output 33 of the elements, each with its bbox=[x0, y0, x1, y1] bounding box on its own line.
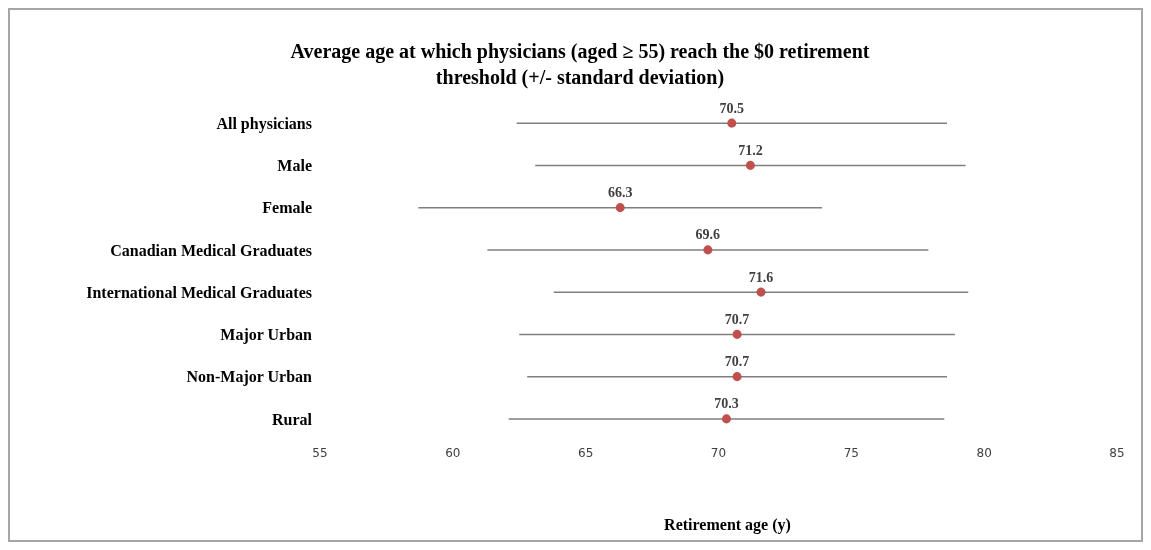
x-tick-label: 55 bbox=[312, 445, 328, 460]
point bbox=[703, 245, 713, 255]
y-tick-label: International Medical Graduates bbox=[86, 283, 312, 301]
x-axis-title: Retirement age (y) bbox=[663, 516, 792, 534]
y-tick-label: Non-Major Urban bbox=[186, 368, 313, 387]
data-label: 70.3 bbox=[714, 396, 739, 412]
y-tick-label: Male bbox=[277, 157, 312, 175]
x-tick-label: 75 bbox=[843, 445, 859, 460]
x-tick-label: 70 bbox=[710, 445, 727, 460]
x-tick-label: 85 bbox=[1109, 445, 1125, 460]
point bbox=[756, 287, 766, 297]
data-label: 66.3 bbox=[607, 185, 633, 201]
point bbox=[732, 329, 742, 339]
data-label: 70.5 bbox=[719, 100, 745, 116]
data-label: 69.6 bbox=[695, 227, 721, 243]
data-label: 70.7 bbox=[724, 354, 750, 370]
data-label: 70.7 bbox=[724, 311, 750, 327]
point bbox=[727, 118, 737, 128]
y-tick-label: Rural bbox=[272, 410, 313, 428]
chart-title: Average age at which physicians (aged ≥ 55) reach the $0 retirement threshold (+/- standard deviation) bbox=[289, 39, 871, 90]
x-tick-label: 65 bbox=[578, 445, 594, 460]
x-tick-label: 80 bbox=[976, 445, 992, 460]
data-label: 71.2 bbox=[738, 142, 763, 158]
point bbox=[745, 160, 755, 170]
data-label: 71.6 bbox=[748, 269, 774, 285]
y-tick-label: Canadian Medical Graduates bbox=[110, 241, 312, 259]
y-tick-label: All physicians bbox=[216, 114, 312, 133]
x-tick-label: 60 bbox=[445, 445, 461, 460]
point bbox=[615, 203, 625, 213]
y-tick-label: Female bbox=[262, 199, 312, 217]
y-tick-label: Major Urban bbox=[220, 326, 313, 345]
point bbox=[721, 414, 731, 424]
point bbox=[732, 372, 742, 382]
